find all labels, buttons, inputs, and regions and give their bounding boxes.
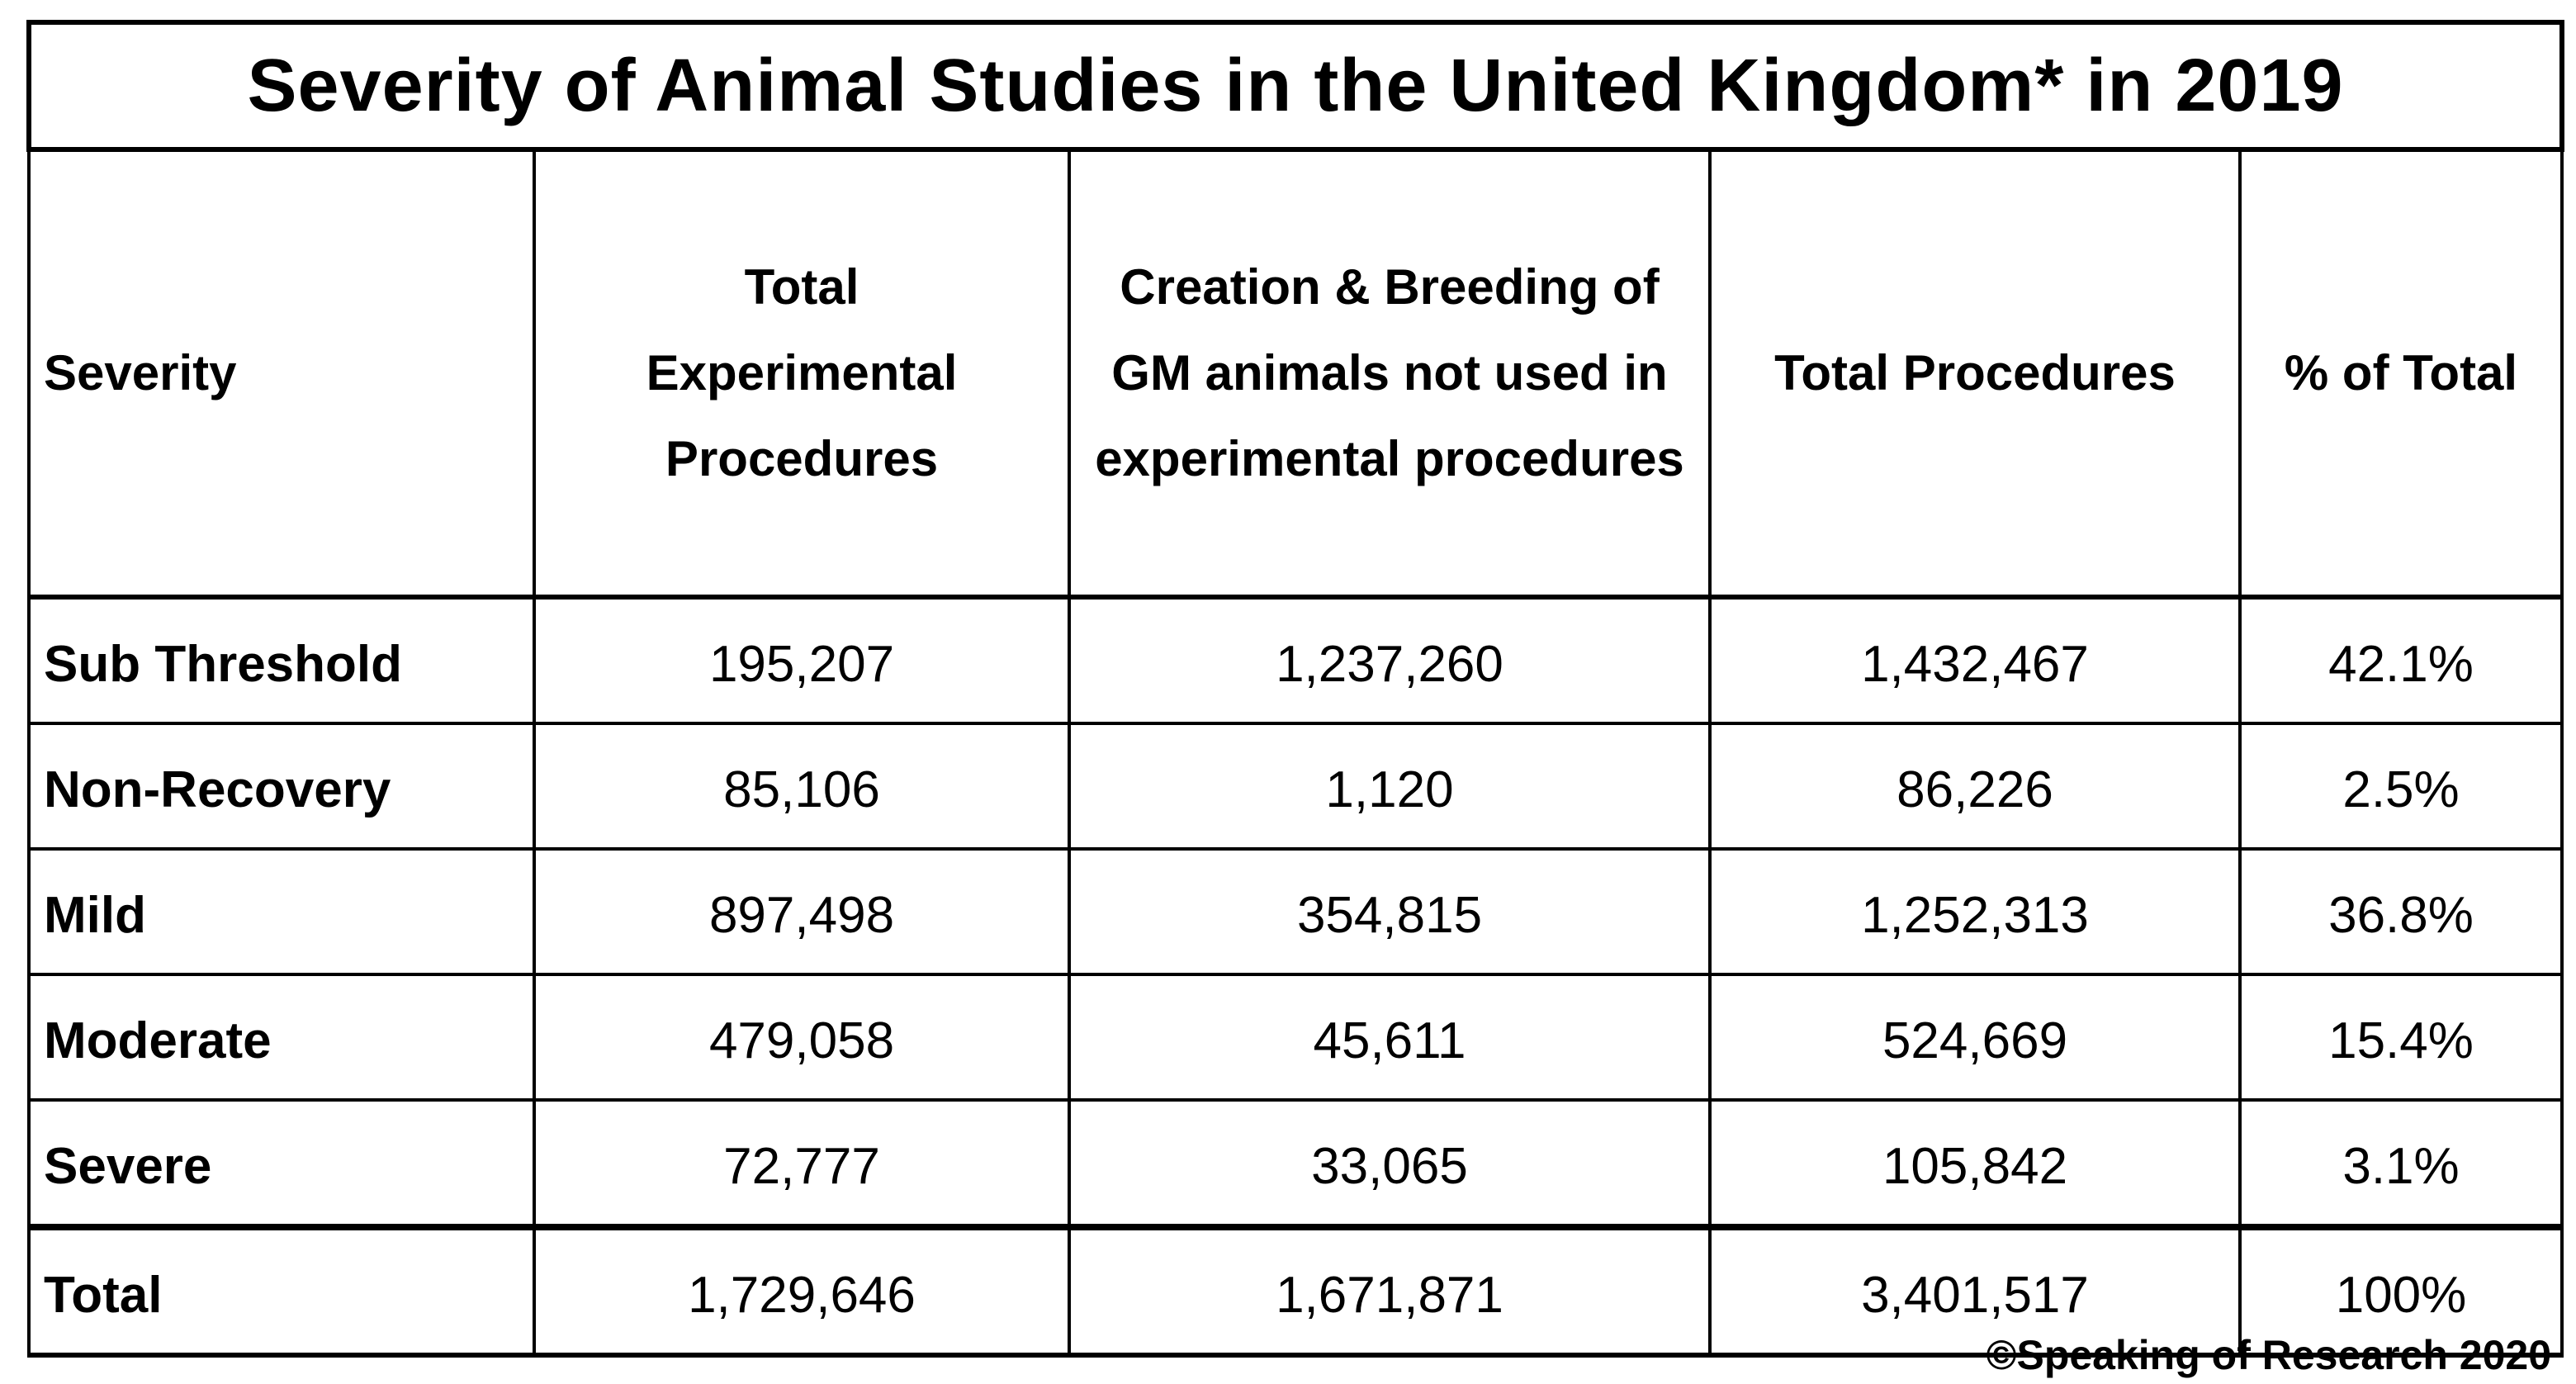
total-row: Total 1,729,646 1,671,871 3,401,517 100%	[27, 1224, 2564, 1358]
cell-total: 1,432,467	[1708, 595, 2242, 725]
cell-severity: Sub Threshold	[27, 595, 536, 725]
cell-gm: 33,065	[1068, 1098, 1712, 1229]
cell-gm: 1,671,871	[1068, 1224, 1712, 1358]
header-total-experimental: Total Experimental Procedures	[533, 148, 1071, 600]
table-row: Mild 897,498 354,815 1,252,313 36.8%	[27, 847, 2564, 976]
cell-severity: Moderate	[27, 973, 536, 1102]
cell-severity: Non-Recovery	[27, 722, 536, 851]
cell-percent: 100%	[2237, 1224, 2564, 1358]
cell-severity: Severe	[27, 1098, 536, 1229]
table-row: Severe 72,777 33,065 105,842 3.1%	[27, 1098, 2564, 1229]
cell-gm: 354,815	[1068, 847, 1712, 976]
table-row: Moderate 479,058 45,611 524,669 15.4%	[27, 973, 2564, 1102]
cell-total: 1,252,313	[1708, 847, 2242, 976]
header-gm-breeding: Creation & Breeding of GM animals not us…	[1068, 148, 1712, 600]
cell-gm: 45,611	[1068, 973, 1712, 1102]
cell-severity: Mild	[27, 847, 536, 976]
cell-total: 86,226	[1708, 722, 2242, 851]
cell-experimental: 72,777	[533, 1098, 1071, 1229]
cell-experimental: 479,058	[533, 973, 1071, 1102]
severity-table: Severity of Animal Studies in the United…	[26, 20, 2565, 1358]
cell-percent: 36.8%	[2237, 847, 2564, 976]
cell-experimental: 195,207	[533, 595, 1071, 725]
cell-severity: Total	[27, 1224, 536, 1358]
header-total-procedures: Total Procedures	[1708, 148, 2242, 600]
header-severity: Severity	[27, 148, 536, 600]
cell-experimental: 85,106	[533, 722, 1071, 851]
header-row: Severity Total Experimental Procedures C…	[27, 148, 2564, 600]
header-percent: % of Total	[2237, 148, 2564, 600]
table-row: Non-Recovery 85,106 1,120 86,226 2.5%	[27, 722, 2564, 851]
cell-percent: 3.1%	[2237, 1098, 2564, 1229]
table-title: Severity of Animal Studies in the United…	[26, 20, 2565, 152]
cell-total: 105,842	[1708, 1098, 2242, 1229]
cell-gm: 1,120	[1068, 722, 1712, 851]
cell-total: 3,401,517	[1708, 1224, 2242, 1358]
copyright-credit: ©Speaking of Research 2020	[1986, 1332, 2551, 1378]
cell-experimental: 897,498	[533, 847, 1071, 976]
cell-percent: 15.4%	[2237, 973, 2564, 1102]
cell-total: 524,669	[1708, 973, 2242, 1102]
cell-percent: 2.5%	[2237, 722, 2564, 851]
cell-percent: 42.1%	[2237, 595, 2564, 725]
cell-gm: 1,237,260	[1068, 595, 1712, 725]
table-row: Sub Threshold 195,207 1,237,260 1,432,46…	[27, 595, 2564, 725]
cell-experimental: 1,729,646	[533, 1224, 1071, 1358]
